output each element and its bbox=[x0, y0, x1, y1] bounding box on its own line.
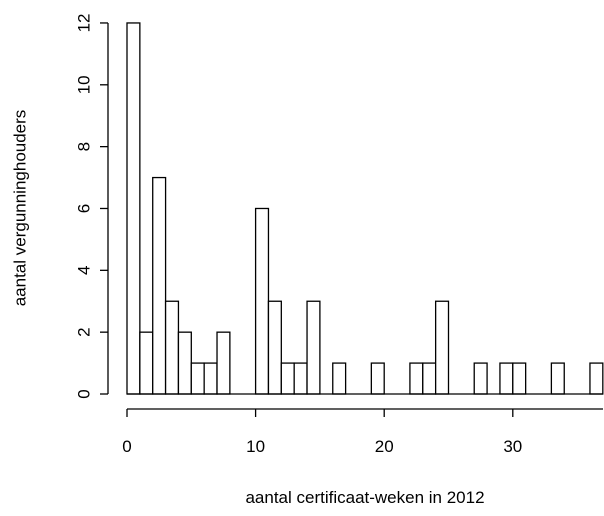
histogram-bar bbox=[409, 362, 424, 395]
histogram-bar bbox=[434, 300, 450, 395]
x-axis: 0 10 20 30 bbox=[122, 408, 603, 456]
histogram-bar bbox=[177, 331, 192, 395]
x-tick-label: 0 bbox=[122, 437, 131, 456]
histogram-bar bbox=[203, 362, 218, 395]
y-tick-label: 12 bbox=[75, 13, 94, 32]
histogram-bar bbox=[293, 362, 308, 395]
y-tick-label: 6 bbox=[75, 204, 94, 213]
y-tick-label: 2 bbox=[75, 327, 94, 336]
histogram-bars bbox=[126, 22, 604, 395]
y-axis-label: aantal vergunninghouders bbox=[11, 110, 30, 307]
histogram-bar bbox=[152, 176, 167, 395]
histogram-bar bbox=[422, 362, 437, 395]
histogram-bar bbox=[280, 362, 295, 395]
histogram-bar bbox=[550, 362, 565, 395]
y-axis: 0 2 4 6 8 10 12 bbox=[75, 13, 109, 399]
histogram-bar bbox=[512, 362, 527, 395]
histogram-bar bbox=[190, 362, 205, 395]
histogram-bar bbox=[126, 22, 141, 395]
y-tick-label: 8 bbox=[75, 142, 94, 151]
histogram-bar bbox=[332, 362, 347, 395]
histogram-bar bbox=[164, 300, 180, 395]
histogram-bar bbox=[139, 331, 154, 395]
histogram-bar bbox=[267, 300, 282, 395]
histogram-bar bbox=[473, 362, 488, 395]
x-tick-label: 30 bbox=[503, 437, 522, 456]
histogram-bar bbox=[589, 362, 604, 395]
histogram-bar bbox=[306, 300, 321, 395]
y-tick-label: 4 bbox=[75, 266, 94, 275]
histogram-bar bbox=[216, 331, 231, 395]
y-tick-label: 10 bbox=[75, 75, 94, 94]
histogram-bar bbox=[499, 362, 514, 395]
x-tick-label: 20 bbox=[375, 437, 394, 456]
y-tick-label: 0 bbox=[75, 389, 94, 398]
x-tick-label: 10 bbox=[246, 437, 265, 456]
x-axis-label: aantal certificaat-weken in 2012 bbox=[245, 488, 484, 507]
histogram-bar bbox=[254, 207, 270, 395]
histogram-bar bbox=[370, 362, 385, 395]
